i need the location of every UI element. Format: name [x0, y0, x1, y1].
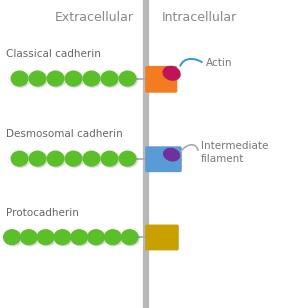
Ellipse shape [105, 230, 124, 246]
FancyBboxPatch shape [145, 66, 177, 93]
Ellipse shape [83, 72, 102, 88]
Ellipse shape [162, 66, 181, 81]
Ellipse shape [65, 72, 84, 88]
Ellipse shape [88, 230, 107, 246]
Text: Actin: Actin [206, 58, 232, 68]
Ellipse shape [82, 71, 100, 87]
Ellipse shape [11, 151, 28, 167]
Text: Desmosomal cadherin: Desmosomal cadherin [6, 129, 123, 139]
Ellipse shape [101, 152, 120, 168]
Ellipse shape [101, 72, 120, 88]
Ellipse shape [46, 151, 64, 167]
Ellipse shape [47, 152, 66, 168]
Ellipse shape [104, 229, 122, 245]
Ellipse shape [54, 230, 73, 246]
Text: Intracellular: Intracellular [162, 11, 237, 24]
Ellipse shape [28, 71, 46, 87]
Text: Extracellular: Extracellular [55, 11, 134, 24]
Ellipse shape [29, 152, 48, 168]
Ellipse shape [11, 152, 30, 168]
Text: Intermediate
filament: Intermediate filament [201, 141, 268, 164]
Ellipse shape [163, 148, 180, 162]
Text: Classical cadherin: Classical cadherin [6, 49, 101, 59]
Ellipse shape [83, 152, 102, 168]
Ellipse shape [11, 72, 30, 88]
Ellipse shape [20, 229, 38, 245]
Ellipse shape [11, 71, 28, 87]
Ellipse shape [47, 72, 66, 88]
Ellipse shape [70, 229, 88, 245]
Ellipse shape [118, 151, 136, 167]
Ellipse shape [87, 229, 105, 245]
Ellipse shape [119, 152, 138, 168]
Ellipse shape [64, 151, 82, 167]
Ellipse shape [37, 229, 55, 245]
Ellipse shape [4, 230, 23, 246]
Ellipse shape [82, 151, 100, 167]
Ellipse shape [46, 71, 64, 87]
Text: Protocadherin: Protocadherin [6, 208, 79, 217]
Ellipse shape [118, 71, 136, 87]
Ellipse shape [119, 72, 138, 88]
Ellipse shape [121, 229, 139, 245]
Ellipse shape [3, 229, 21, 245]
Ellipse shape [65, 152, 84, 168]
Ellipse shape [20, 230, 40, 246]
Ellipse shape [53, 229, 71, 245]
Ellipse shape [100, 71, 118, 87]
Ellipse shape [122, 230, 140, 246]
Ellipse shape [100, 151, 118, 167]
FancyBboxPatch shape [145, 146, 182, 172]
Ellipse shape [37, 230, 56, 246]
FancyBboxPatch shape [145, 225, 179, 250]
Ellipse shape [71, 230, 90, 246]
Ellipse shape [29, 72, 48, 88]
Ellipse shape [64, 71, 82, 87]
Ellipse shape [28, 151, 46, 167]
